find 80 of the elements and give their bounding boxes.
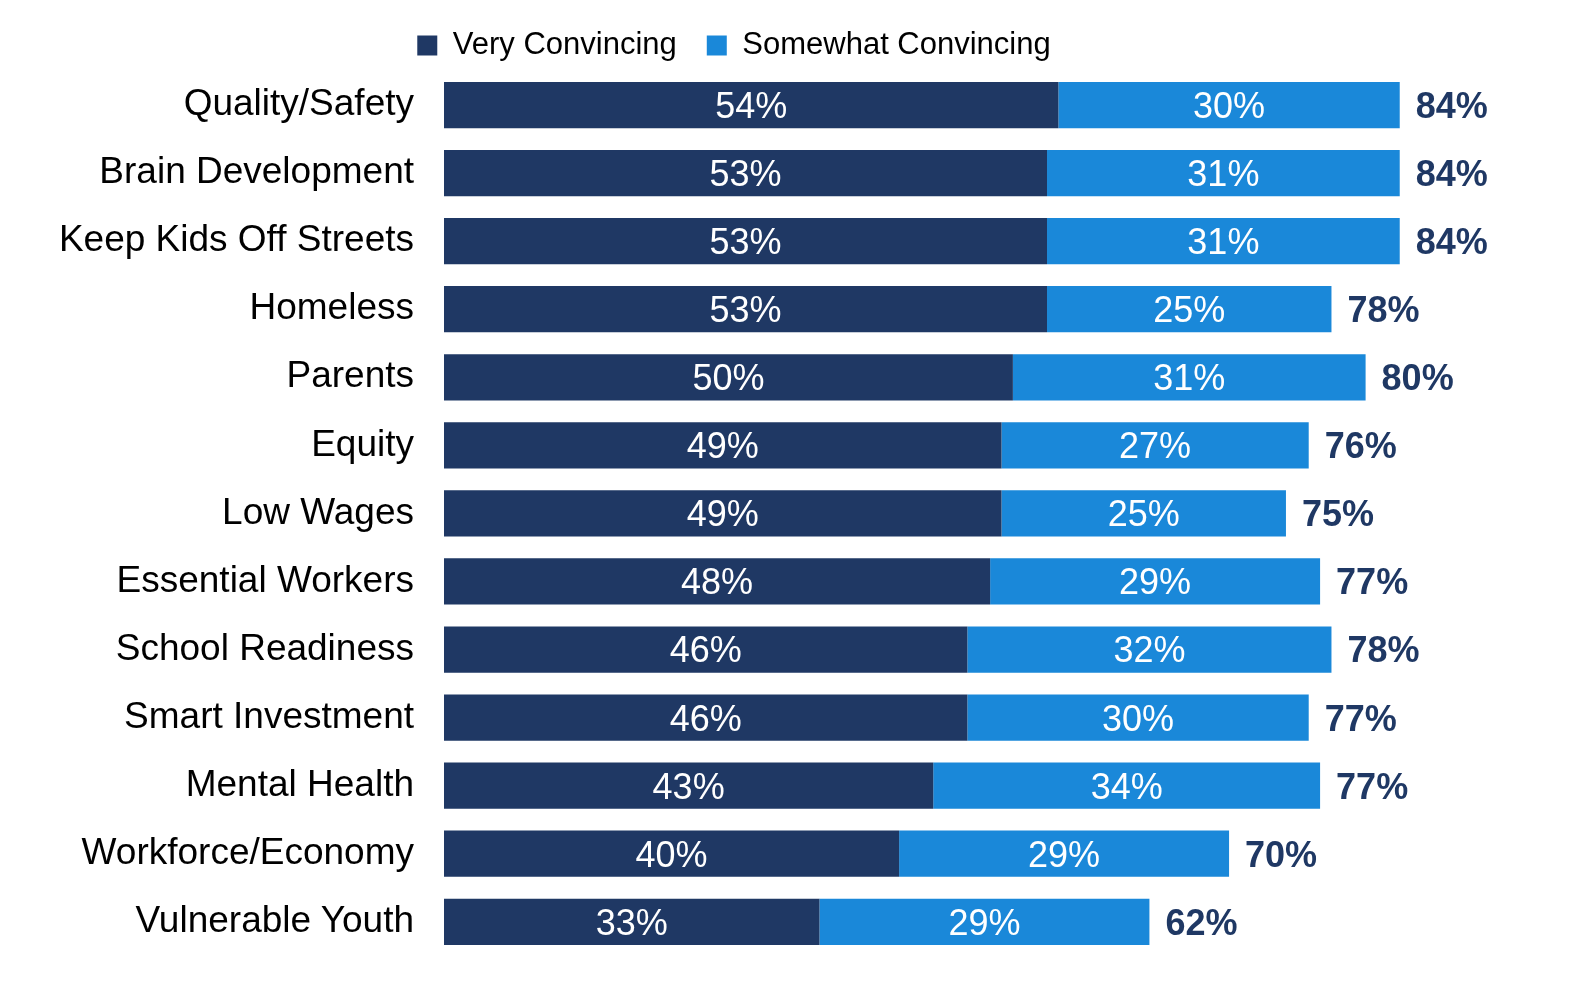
data-label: 48% xyxy=(681,561,754,603)
data-label: 49% xyxy=(686,425,759,467)
data-label: 27% xyxy=(1119,425,1192,467)
bar xyxy=(444,762,934,809)
total-label: 84% xyxy=(1415,153,1488,195)
total-label: 77% xyxy=(1324,697,1397,739)
total-label: 76% xyxy=(1324,425,1397,467)
y-tick-label: Brain Development xyxy=(99,150,415,192)
data-label: 30% xyxy=(1193,84,1266,126)
y-tick-label: School Readiness xyxy=(115,626,414,668)
data-label: 34% xyxy=(1090,765,1163,807)
data-label: 31% xyxy=(1187,153,1260,195)
bar xyxy=(967,626,1332,673)
bar xyxy=(1012,354,1366,401)
y-tick-label: Homeless xyxy=(249,286,414,328)
bar xyxy=(444,422,1002,469)
total-label: 77% xyxy=(1336,561,1409,603)
bar xyxy=(444,898,820,945)
y-tick-label: Vulnerable Youth xyxy=(135,898,414,940)
bar xyxy=(444,286,1048,333)
data-label: 31% xyxy=(1153,357,1226,399)
data-label: 40% xyxy=(635,833,708,875)
data-label: 53% xyxy=(709,289,782,331)
total-label: 75% xyxy=(1301,493,1375,535)
total-label: 77% xyxy=(1336,765,1409,807)
bar xyxy=(1047,286,1332,333)
bar xyxy=(444,354,1013,401)
bar xyxy=(444,626,968,673)
bar xyxy=(444,149,1048,197)
y-tick-label: Smart Investment xyxy=(124,694,415,736)
bar xyxy=(933,762,1321,809)
y-tick-label: Mental Health xyxy=(185,762,414,804)
y-tick-label: Workforce/Economy xyxy=(81,830,415,872)
bar xyxy=(444,218,1048,265)
data-label: 33% xyxy=(595,901,668,943)
data-label: 29% xyxy=(1119,561,1192,603)
bar xyxy=(1001,490,1286,537)
data-label: 53% xyxy=(709,153,782,195)
y-tick-label: Keep Kids Off Streets xyxy=(58,218,414,260)
bar xyxy=(1047,149,1400,197)
bar xyxy=(899,830,1230,877)
bar xyxy=(1047,218,1400,265)
total-label: 62% xyxy=(1165,901,1238,943)
y-tick-label: Low Wages xyxy=(222,490,414,532)
total-label: 70% xyxy=(1245,833,1318,875)
legend-label: Very Convincing xyxy=(452,26,677,62)
total-label: 80% xyxy=(1381,357,1454,399)
y-tick-label: Parents xyxy=(286,354,414,396)
data-label: 25% xyxy=(1107,493,1180,535)
bar xyxy=(1001,422,1309,469)
data-label: 29% xyxy=(948,901,1021,943)
data-label: 49% xyxy=(686,493,759,535)
total-label: 84% xyxy=(1415,84,1488,126)
data-label: 32% xyxy=(1113,629,1186,671)
data-label: 54% xyxy=(715,84,788,126)
data-label: 29% xyxy=(1028,833,1101,875)
bar xyxy=(444,490,1002,537)
bar xyxy=(1058,81,1400,129)
data-label: 46% xyxy=(669,629,742,671)
legend-label: Somewhat Convincing xyxy=(742,26,1051,62)
data-label: 50% xyxy=(692,357,765,399)
bar xyxy=(819,898,1150,945)
y-tick-label: Equity xyxy=(311,422,415,464)
data-label: 25% xyxy=(1153,289,1226,331)
data-label: 53% xyxy=(709,221,782,263)
y-tick-label: Essential Workers xyxy=(116,558,414,600)
data-label: 30% xyxy=(1102,697,1175,739)
data-label: 46% xyxy=(669,697,742,739)
total-label: 78% xyxy=(1347,629,1420,671)
bar xyxy=(444,830,900,877)
total-label: 84% xyxy=(1415,221,1488,263)
data-label: 43% xyxy=(652,765,725,807)
y-tick-label: Quality/Safety xyxy=(183,82,415,124)
data-label: 31% xyxy=(1187,221,1260,263)
bar xyxy=(990,558,1321,605)
total-label: 78% xyxy=(1347,289,1420,331)
bar xyxy=(444,81,1059,129)
bar xyxy=(444,558,991,605)
bar xyxy=(444,694,968,741)
bar xyxy=(967,694,1309,741)
